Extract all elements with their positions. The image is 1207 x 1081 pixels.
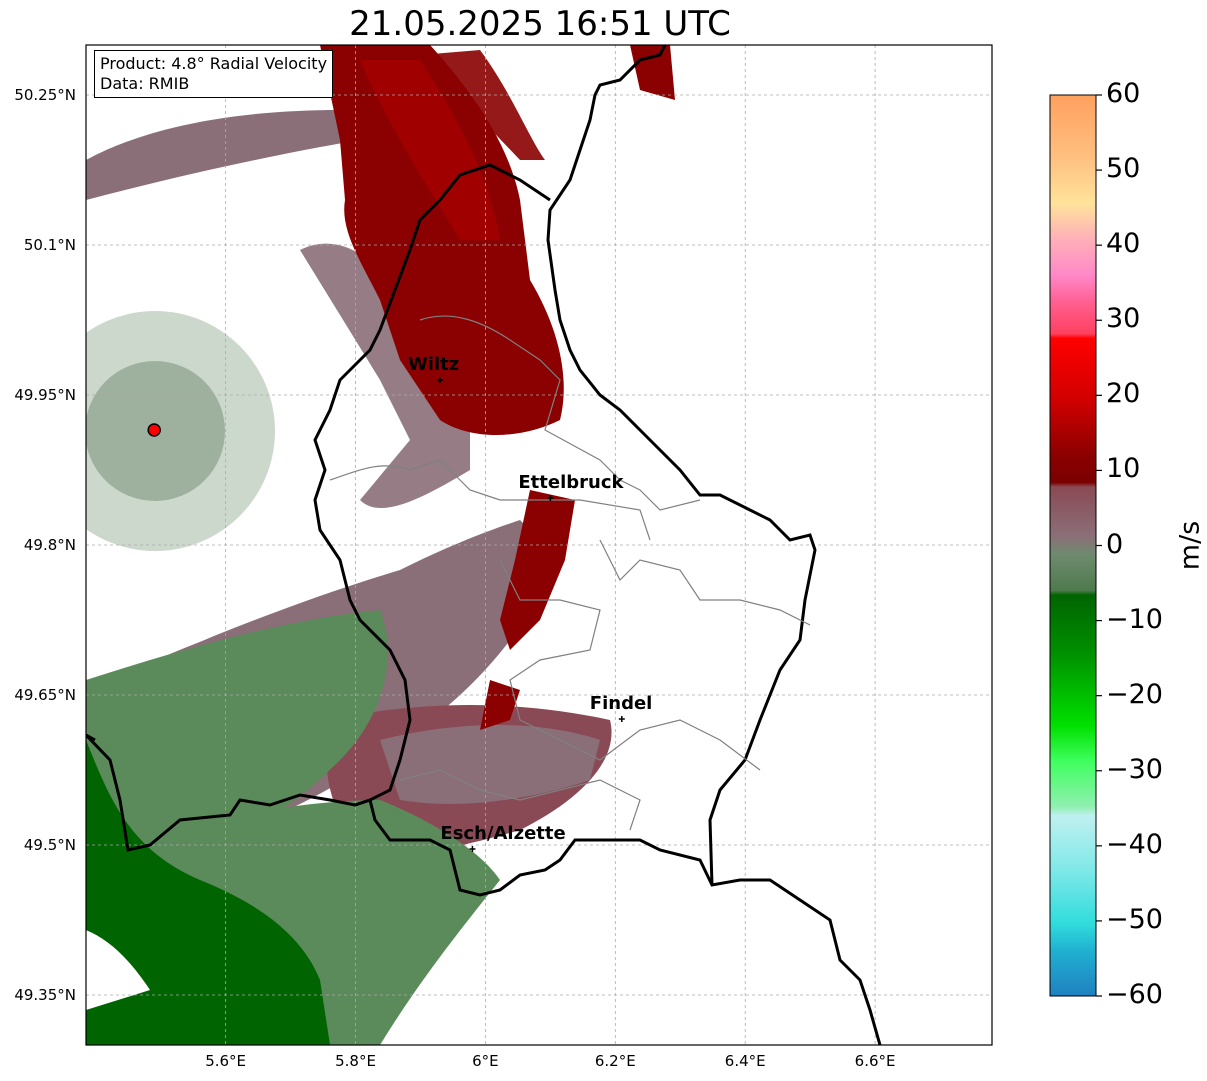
colorbar-tick-label: 20: [1106, 378, 1141, 410]
colorbar-tick-label: −10: [1106, 603, 1163, 635]
colorbar-tick-label: 40: [1106, 228, 1141, 260]
map-title: 21.05.2025 16:51 UTC: [349, 4, 731, 44]
colorbar-tick-label: −40: [1106, 828, 1163, 860]
lat-tick-label: 49.65°N: [14, 686, 76, 704]
city-label: Wiltz: [407, 354, 460, 375]
lon-tick-label: 6.4°E: [724, 1052, 766, 1070]
lon-tick-label: 6°E: [472, 1052, 499, 1070]
lat-tick-label: 50.1°N: [23, 236, 76, 254]
colorbar-tick-label: 10: [1106, 453, 1141, 485]
lat-tick-label: 49.95°N: [14, 386, 76, 404]
lat-tick-label: 49.35°N: [14, 986, 76, 1004]
lon-tick-label: 6.2°E: [594, 1052, 636, 1070]
lat-tick-label: 50.25°N: [14, 86, 76, 104]
product-info-box: Product: 4.8° Radial Velocity Data: RMIB: [94, 50, 334, 98]
colorbar-unit-label: m/s: [1174, 520, 1206, 571]
data-source-label: Data: RMIB: [100, 74, 190, 93]
lat-tick-label: 49.5°N: [23, 836, 76, 854]
lat-tick-label: 49.8°N: [23, 536, 76, 554]
city-markers: [436, 377, 625, 852]
city-marker: [547, 495, 554, 501]
colorbar-ticks: [1096, 94, 1102, 997]
colorbar-tick-label: −30: [1106, 753, 1163, 785]
product-label: Product: 4.8° Radial Velocity: [100, 54, 328, 73]
lat-lon-grid: [86, 45, 992, 1045]
city-label: Ettelbruck: [518, 472, 624, 493]
colorbar-tick-label: 60: [1106, 78, 1141, 109]
colorbar-tick-label: 50: [1106, 153, 1141, 185]
colorbar-tick-label: 0: [1106, 528, 1124, 560]
city-marker: [469, 846, 476, 852]
lon-tick-label: 5.6°E: [205, 1052, 247, 1070]
city-label: Esch/Alzette: [440, 823, 566, 844]
map-frame: [85, 44, 993, 1046]
colorbar: [1049, 94, 1097, 997]
colorbar-tick-label: 30: [1106, 303, 1141, 335]
radar-site-marker: [147, 423, 161, 437]
colorbar-tick-label: −20: [1106, 678, 1163, 710]
lon-tick-label: 6.6°E: [854, 1052, 896, 1070]
canton-borders: [329, 315, 811, 831]
colorbar-tick-label: −60: [1106, 979, 1163, 1010]
city-label: Findel: [589, 693, 653, 714]
country-borders: [86, 45, 882, 1045]
radar-echoes: [86, 45, 675, 1045]
lon-tick-label: 5.8°E: [335, 1052, 376, 1070]
colorbar-tick-label: −50: [1106, 903, 1163, 935]
city-marker: [436, 377, 443, 383]
city-marker: [618, 716, 625, 722]
